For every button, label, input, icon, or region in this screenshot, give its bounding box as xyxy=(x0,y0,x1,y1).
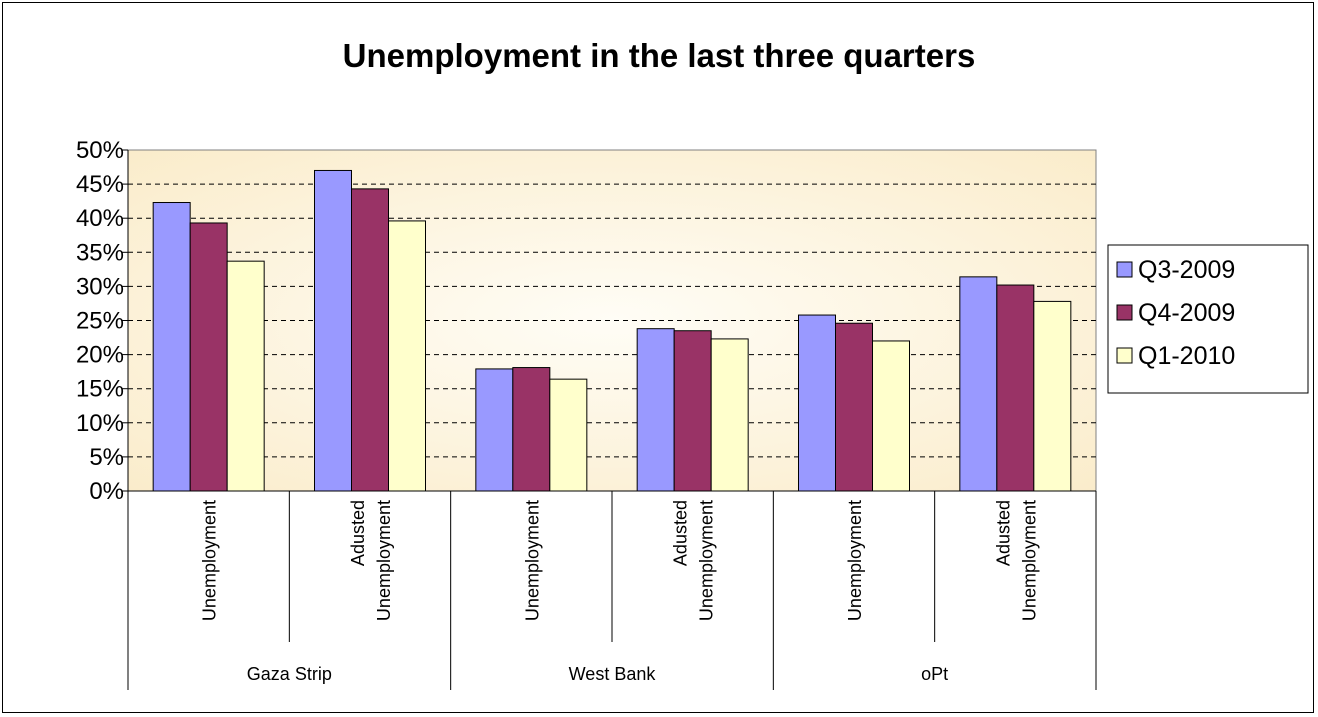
legend-swatch xyxy=(1116,304,1133,321)
y-tick-label: 50% xyxy=(76,137,124,164)
y-tick-label: 5% xyxy=(89,444,124,471)
y-tick-label: 45% xyxy=(76,171,124,198)
legend-label: Q1-2010 xyxy=(1138,342,1235,370)
legend-swatch xyxy=(1116,347,1133,364)
x-group-label: oPt xyxy=(921,664,948,684)
bar-q3-2009 xyxy=(959,276,998,492)
x-category-label: Unemployment xyxy=(200,500,220,621)
bar-q1-2010 xyxy=(872,340,910,492)
bar-q1-2010 xyxy=(710,338,749,492)
x-category-label: Unemployment xyxy=(374,500,394,621)
x-group-label: Gaza Strip xyxy=(247,664,332,684)
bar-q4-2009 xyxy=(512,367,551,492)
bar-q3-2009 xyxy=(152,202,191,492)
x-category-label: Unemployment xyxy=(697,500,717,621)
bar-q4-2009 xyxy=(835,322,873,492)
bar-q1-2010 xyxy=(549,378,588,492)
bar-q1-2010 xyxy=(226,260,265,492)
y-tick-label: 35% xyxy=(76,239,124,266)
bar-q3-2009 xyxy=(314,169,352,492)
y-tick-label: 15% xyxy=(76,376,124,403)
bar-q1-2010 xyxy=(388,220,426,492)
legend-box xyxy=(1107,244,1309,394)
bar-q3-2009 xyxy=(475,368,514,492)
legend-label: Q4-2009 xyxy=(1138,299,1235,327)
x-category-label: Unemployment xyxy=(522,500,542,621)
y-tick-label: 25% xyxy=(76,308,124,335)
x-category-label: Adusted xyxy=(993,500,1013,566)
y-tick-label: 0% xyxy=(89,478,124,505)
plot-area xyxy=(127,149,1097,492)
x-category-label: Adusted xyxy=(348,500,368,566)
y-tick-label: 10% xyxy=(76,410,124,437)
y-tick-label: 30% xyxy=(76,273,124,300)
y-tick-label: 40% xyxy=(76,205,124,232)
x-category-label: Unemployment xyxy=(845,500,865,621)
legend-swatch xyxy=(1116,261,1133,278)
bar-q3-2009 xyxy=(636,328,675,492)
y-tick-label: 20% xyxy=(76,342,124,369)
x-group-label: West Bank xyxy=(569,664,657,684)
x-category-label: Unemployment xyxy=(1019,500,1039,621)
bar-q3-2009 xyxy=(798,314,836,492)
chart-title: Unemployment in the last three quarters xyxy=(343,37,976,74)
bar-q4-2009 xyxy=(996,284,1035,492)
bar-q4-2009 xyxy=(673,330,712,492)
bar-q4-2009 xyxy=(189,222,228,492)
x-category-label: Adusted xyxy=(671,500,691,566)
bar-q1-2010 xyxy=(1033,300,1072,492)
bar-q4-2009 xyxy=(351,188,389,492)
legend-label: Q3-2009 xyxy=(1138,256,1235,284)
